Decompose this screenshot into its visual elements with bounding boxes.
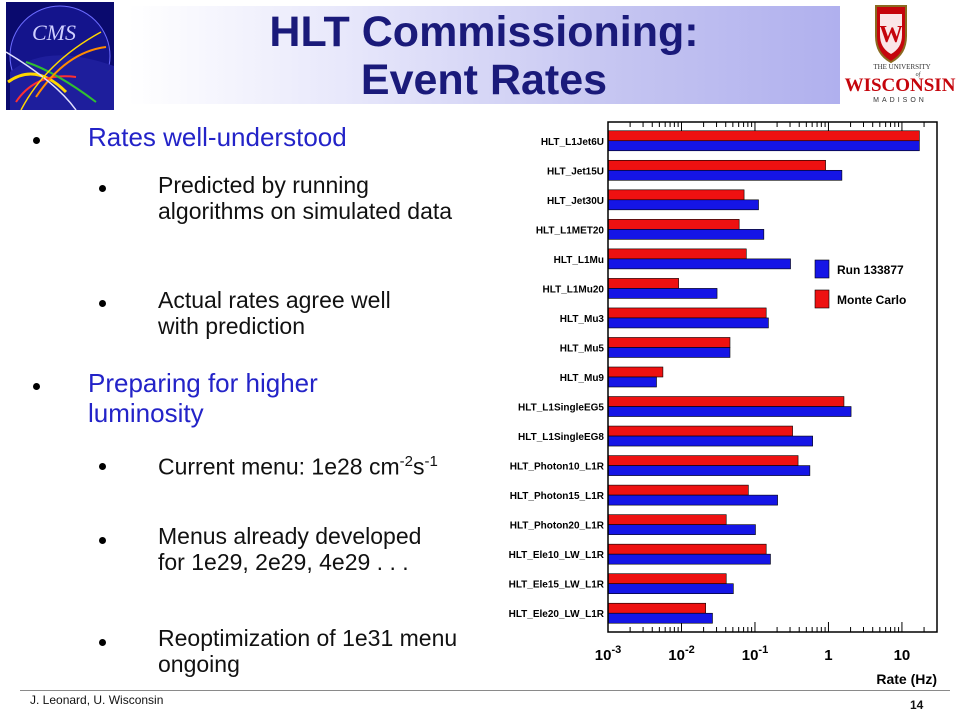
title-line-1: HLT Commissioning: — [269, 8, 699, 56]
x-tick-label: 1 — [824, 647, 832, 664]
bar-run-133877 — [608, 317, 769, 329]
bar-monte-carlo — [608, 248, 747, 260]
bar-run-133877 — [608, 140, 920, 152]
bullet-menus-developed: Menus already developed for 1e29, 2e29, … — [158, 523, 422, 575]
category-label: HLT_L1Mu20 — [543, 284, 605, 295]
bullet-dot — [99, 639, 106, 646]
bar-run-133877 — [608, 199, 759, 211]
bar-monte-carlo — [608, 130, 920, 142]
category-label: HLT_L1Mu — [554, 255, 604, 266]
bar-run-133877 — [608, 435, 813, 447]
bullet-reoptimization: Reoptimization of 1e31 menu ongoing — [158, 625, 458, 677]
bar-run-133877 — [608, 524, 756, 535]
x-tick-label: 10-2 — [668, 644, 694, 664]
current-menu-text: Current menu: 1e28 cm — [158, 453, 400, 480]
bullet-preparing: Preparing for higher luminosity — [88, 368, 318, 428]
category-label: HLT_Ele20_LW_L1R — [509, 609, 605, 620]
category-label: HLT_Photon15_L1R — [510, 491, 605, 502]
bullet-dot — [33, 137, 40, 144]
x-tick-label: 10-3 — [595, 644, 621, 664]
cms-logo: CMS — [6, 2, 114, 110]
x-tick-label: 10 — [894, 647, 911, 664]
uw-logo: W THE UNIVERSITY of WISCONSIN MADISON — [845, 5, 956, 104]
title-line-2: Event Rates — [360, 56, 608, 104]
legend-label: Monte Carlo — [837, 293, 906, 307]
category-label: HLT_Mu9 — [560, 373, 605, 384]
category-label: HLT_Photon20_L1R — [510, 521, 605, 532]
bar-monte-carlo — [608, 159, 826, 171]
rate-chart: HLT_L1Jet6U HLT_Jet15U HLT_Jet30U HLT_L1MET… — [509, 121, 938, 687]
bar-monte-carlo — [608, 396, 845, 407]
bar-monte-carlo — [608, 189, 745, 201]
bullet-predicted: Predicted by running algorithms on simul… — [158, 172, 453, 224]
current-menu-text-mid: s — [412, 453, 425, 480]
category-label: HLT_Jet15U — [547, 166, 604, 177]
bullet-dot — [99, 185, 106, 192]
bar-monte-carlo — [608, 484, 749, 496]
bar-monte-carlo — [608, 278, 679, 289]
bar-monte-carlo — [608, 425, 793, 437]
bullet-dot — [99, 463, 106, 470]
bar-monte-carlo — [608, 455, 799, 466]
category-label: HLT_L1SingleEG8 — [518, 432, 604, 443]
bullet-actual-rates: Actual rates agree well with prediction — [158, 287, 391, 339]
bar-monte-carlo — [608, 573, 727, 585]
bar-run-133877 — [608, 612, 713, 624]
bar-run-133877 — [608, 406, 852, 417]
footer-divider — [20, 690, 950, 691]
current-menu-sup2: -1 — [424, 453, 438, 470]
category-label: HLT_Photon10_L1R — [510, 462, 605, 473]
bar-run-133877 — [608, 553, 771, 565]
bar-run-133877 — [608, 169, 843, 181]
bar-monte-carlo — [608, 337, 731, 348]
bar-monte-carlo — [608, 219, 740, 230]
x-axis-label: Rate (Hz) — [876, 671, 937, 687]
svg-text:W: W — [879, 22, 903, 48]
bar-run-133877 — [608, 583, 734, 595]
uw-text-line2: of — [916, 71, 922, 78]
bullet-rates-well-understood: Rates well-understood — [88, 122, 347, 152]
uw-text-line1: THE UNIVERSITY — [873, 63, 930, 71]
uw-text-line4: MADISON — [873, 97, 927, 104]
bar-monte-carlo — [608, 514, 727, 525]
category-label: HLT_Mu3 — [560, 314, 605, 325]
bar-monte-carlo — [608, 543, 767, 555]
category-label: HLT_Mu5 — [560, 343, 605, 354]
bullet-dot — [99, 537, 106, 544]
category-label: HLT_L1MET20 — [536, 225, 605, 236]
bar-run-133877 — [608, 494, 778, 506]
bar-run-133877 — [608, 376, 657, 388]
page-title: HLT Commissioning: Event Rates — [128, 8, 840, 104]
legend-swatch — [814, 259, 830, 279]
page-number: 14 — [910, 698, 924, 712]
bullet-current-menu: Current menu: 1e28 cm-2s-1 — [158, 449, 438, 480]
legend-label: Run 133877 — [837, 263, 904, 277]
cms-logo-text: CMS — [32, 20, 76, 45]
category-label: HLT_Ele15_LW_L1R — [509, 580, 605, 591]
bar-monte-carlo — [608, 602, 706, 614]
category-label: HLT_L1SingleEG5 — [518, 403, 604, 414]
x-tick-label: 10-1 — [742, 644, 768, 664]
legend-swatch — [814, 289, 830, 309]
bar-run-133877 — [608, 288, 718, 299]
bar-run-133877 — [608, 465, 811, 476]
bar-monte-carlo — [608, 366, 664, 378]
category-label: HLT_Ele10_LW_L1R — [509, 550, 605, 561]
category-label: HLT_Jet30U — [547, 196, 604, 207]
bar-monte-carlo — [608, 307, 767, 319]
footer-author: J. Leonard, U. Wisconsin — [30, 693, 164, 707]
bullet-dot — [99, 300, 106, 307]
current-menu-sup1: -2 — [399, 453, 413, 470]
bullet-dot — [33, 383, 40, 390]
uw-text-line3: WISCONSIN — [845, 75, 956, 96]
bar-run-133877 — [608, 229, 765, 240]
bar-run-133877 — [608, 347, 731, 358]
bar-run-133877 — [608, 258, 791, 270]
title-band — [128, 6, 840, 104]
category-label: HLT_L1Jet6U — [541, 137, 604, 148]
